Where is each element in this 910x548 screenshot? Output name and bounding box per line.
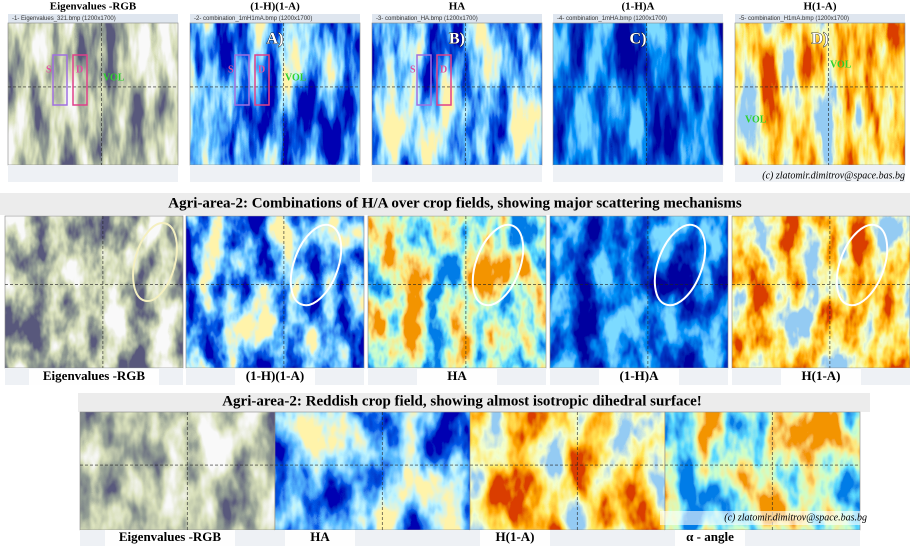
window-title: -4- combination_1mHA.bmp (1200x1700) bbox=[557, 16, 667, 22]
panel-label: (1-H)(1-A) bbox=[246, 368, 304, 383]
image-panel bbox=[80, 412, 275, 530]
row-title: Agri-area-2: Reddish crop field, showing… bbox=[222, 393, 702, 409]
annotation: VOL bbox=[103, 72, 125, 83]
panel-label: HA bbox=[310, 529, 330, 544]
panel-tag: C) bbox=[630, 31, 647, 48]
status-bar bbox=[8, 165, 178, 182]
image-panel bbox=[550, 216, 728, 368]
panel-tag: D) bbox=[812, 31, 829, 48]
panel-heading: Eigenvalues -RGB bbox=[50, 1, 137, 13]
panel-label: Eigenvalues -RGB bbox=[43, 368, 146, 383]
window-title: -5- combination_H1mA.bmp (1200x1700) bbox=[739, 16, 849, 22]
panel-label: α - angle bbox=[686, 529, 734, 544]
annotation: VOL bbox=[745, 114, 767, 125]
image-panel bbox=[5, 216, 183, 368]
panel-label: Eigenvalues -RGB bbox=[119, 529, 222, 544]
annotation: S bbox=[410, 64, 416, 75]
status-bar bbox=[372, 165, 542, 182]
panel-label: H(1-A) bbox=[802, 368, 841, 383]
window-title: -3- combination_HA.bmp (1200x1700) bbox=[376, 16, 478, 22]
panel-heading: (1-H)(1-A) bbox=[250, 1, 300, 13]
image-panel bbox=[275, 412, 470, 530]
row-title: Agri-area-2: Combinations of H/A over cr… bbox=[168, 195, 742, 211]
status-bar bbox=[553, 165, 723, 182]
panel-heading: HA bbox=[449, 1, 466, 13]
image-panel bbox=[470, 412, 665, 530]
image-panel bbox=[368, 216, 546, 368]
copyright: (c) zlatomir.dimitrov@space.bas.bg bbox=[762, 170, 905, 181]
annotation: VOL bbox=[830, 59, 852, 70]
annotation: S bbox=[228, 64, 234, 75]
panel-tag: B) bbox=[449, 31, 465, 48]
annotation: VOL bbox=[285, 72, 307, 83]
copyright: (c) zlatomir.dimitrov@space.bas.bg bbox=[724, 512, 867, 523]
image-panel bbox=[8, 23, 178, 165]
panel-label: HA bbox=[447, 368, 467, 383]
image-panel bbox=[732, 216, 910, 368]
window-title: -1- Eigenvalues_321.bmp (1200x1700) bbox=[12, 16, 116, 22]
panel-label: (1-H)A bbox=[620, 368, 660, 383]
panel-tag: A) bbox=[267, 31, 284, 48]
panel-heading: (1-H)A bbox=[622, 1, 655, 13]
annotation: D bbox=[76, 64, 83, 75]
status-bar bbox=[190, 165, 360, 182]
annotation: S bbox=[46, 64, 52, 75]
window-title: -2- combination_1mH1mA.bmp (1200x1700) bbox=[194, 16, 312, 22]
panel-heading: H(1-A) bbox=[804, 1, 837, 13]
annotation: D bbox=[440, 64, 447, 75]
annotation: D bbox=[258, 64, 265, 75]
image-panel bbox=[186, 216, 364, 368]
figure: Eigenvalues -RGB -1- Eigenvalues_321.bmp … bbox=[0, 0, 910, 548]
panel-label: H(1-A) bbox=[496, 529, 535, 544]
